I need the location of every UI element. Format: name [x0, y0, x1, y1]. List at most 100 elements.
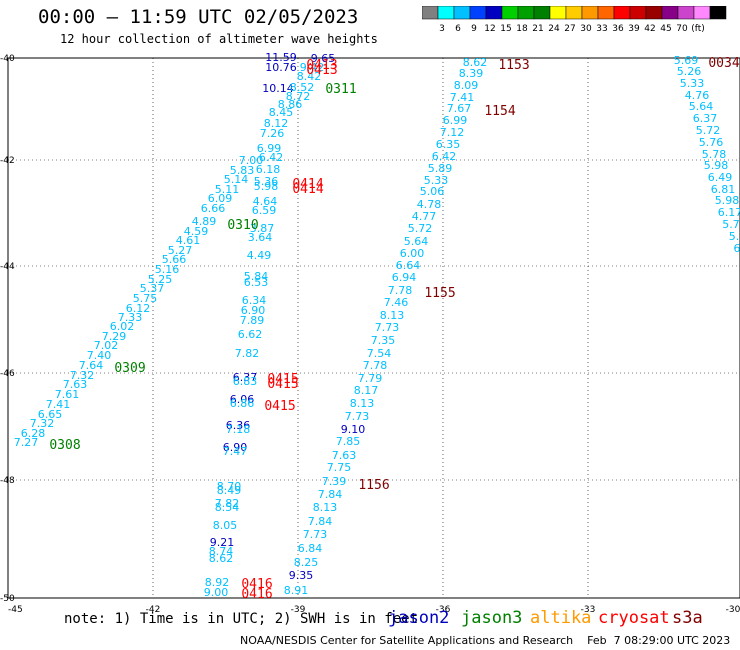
- colorbar-label: 45: [660, 24, 671, 34]
- swh-value-label: 6.06: [230, 393, 255, 406]
- swh-value-label: 9.21: [210, 536, 235, 549]
- swh-value-label: 4.89: [192, 215, 217, 228]
- swh-value-label: 7.40: [87, 349, 112, 362]
- swh-value-label: 7.75: [327, 461, 352, 474]
- swh-value-label: 5.89: [428, 162, 453, 175]
- swh-value-label: 5.25: [148, 273, 173, 286]
- swh-value-label: 5.64: [689, 100, 714, 113]
- swh-value-label: 5.98: [254, 180, 279, 193]
- swh-value-label: 8.72: [286, 90, 311, 103]
- swh-value-label: 7.61: [55, 388, 80, 401]
- swh-value-label: 9.42: [300, 61, 325, 74]
- legend-jason3: jason3: [461, 608, 523, 628]
- swh-value-label: 8.12: [264, 117, 289, 130]
- swh-value-label: 6.90: [241, 304, 266, 317]
- swh-value-label: 6.81: [711, 183, 736, 196]
- colorbar-label: 12: [484, 24, 495, 34]
- swh-value-label: 5.64: [404, 235, 429, 248]
- latitude-label: -40: [0, 54, 15, 64]
- colorbar-label: 15: [500, 24, 511, 34]
- swh-value-label: 7.18: [226, 423, 251, 436]
- swh-value-label: 6.59: [252, 204, 277, 217]
- swh-value-label: 6.99: [443, 114, 468, 127]
- swh-value-label: 7.82: [215, 497, 240, 510]
- colorbar-label: 21: [532, 24, 543, 34]
- swh-value-label: 7.73: [303, 528, 328, 541]
- swh-value-label: 7.32: [70, 369, 95, 382]
- swh-value-label: 8.17: [354, 384, 379, 397]
- swh-value-label: 4.77: [412, 210, 437, 223]
- pass-time-label: 1153: [498, 58, 529, 73]
- swh-value-label: 9.65: [311, 52, 336, 65]
- colorbar-swatch: [709, 6, 727, 20]
- swh-value-label: 7.84: [318, 488, 343, 501]
- colorbar-label: 39: [628, 24, 640, 34]
- swh-value-label: 7.35: [371, 334, 396, 347]
- longitude-label: -36: [436, 605, 451, 615]
- swh-value-label: 7.63: [332, 449, 357, 462]
- swh-value-label: 7.78: [388, 284, 413, 297]
- swh-value-label: 7.29: [102, 330, 127, 343]
- swh-value-label: 5.75: [133, 292, 158, 305]
- swh-value-label: 5.26: [677, 65, 702, 78]
- swh-value-label: 7.82: [235, 347, 260, 360]
- swh-value-label: 4.76: [685, 89, 710, 102]
- latitude-label: -44: [0, 262, 15, 272]
- pass-time-label: 1156: [358, 478, 389, 493]
- pass-time-label: 0415: [267, 377, 298, 392]
- swh-value-label: 6.00: [400, 247, 425, 260]
- pass-time-label: 0414: [292, 177, 323, 192]
- swh-value-label: 8.62: [463, 56, 488, 69]
- swh-value-label: 7.54: [367, 347, 392, 360]
- pass-time-label: 0311: [325, 82, 356, 97]
- swh-value-label: 6.17: [718, 206, 740, 219]
- swh-value-label: 7.00: [239, 154, 264, 167]
- swh-value-label: 7.63: [63, 378, 88, 391]
- legend-jason2: jason2: [388, 608, 450, 628]
- swh-value-label: 6.65: [38, 408, 63, 421]
- swh-value-label: 7.67: [447, 102, 472, 115]
- colorbar-label: 6: [455, 24, 461, 34]
- swh-value-label: 6.12: [126, 302, 151, 315]
- pass-time-label: 0034: [708, 56, 739, 71]
- pass-time-label: 0415: [267, 372, 298, 387]
- swh-value-label: 10.14: [262, 82, 294, 95]
- swh-value-label: 3.87: [250, 222, 275, 235]
- swh-value-label: 7.32: [30, 417, 55, 430]
- swh-value-label: 9.00: [204, 586, 229, 599]
- swh-value-label: 8.49: [217, 484, 242, 497]
- swh-value-label: 5.69: [674, 54, 699, 67]
- colorbar-label: 18: [516, 24, 528, 34]
- pass-time-label: 0416: [241, 587, 272, 602]
- swh-value-label: 6.42: [432, 150, 457, 163]
- swh-value-label: 6.86: [230, 397, 255, 410]
- swh-value-label: 7.12: [440, 126, 465, 139]
- pass-time-label: 0308: [49, 438, 80, 453]
- swh-value-label: 7.73: [345, 410, 370, 423]
- legend-s3a: s3a: [672, 608, 703, 628]
- swh-value-label: 7.46: [384, 296, 409, 309]
- swh-value-label: 6: [734, 242, 740, 255]
- swh-value-label: 8.09: [454, 79, 479, 92]
- legend-altika: altika: [530, 608, 592, 628]
- colorbar-label: 33: [596, 24, 607, 34]
- swh-value-label: 5.76: [699, 136, 724, 149]
- swh-value-label: 8.13: [350, 397, 375, 410]
- swh-value-label: 6.09: [208, 192, 233, 205]
- swh-value-label: 6.37: [233, 371, 258, 384]
- swh-value-label: 7.47: [223, 445, 248, 458]
- colorbar-label: (ft): [691, 24, 705, 34]
- swh-value-label: 5.16: [155, 263, 180, 276]
- swh-value-label: 8.52: [290, 81, 315, 94]
- swh-value-label: 7.02: [94, 339, 119, 352]
- swh-value-label: 5.72: [408, 222, 433, 235]
- swh-value-label: 7.33: [118, 311, 143, 324]
- swh-value-label: 7.41: [450, 91, 475, 104]
- swh-value-label: 6.34: [242, 294, 267, 307]
- swh-value-label: 8.70: [217, 480, 242, 493]
- swh-value-label: 6.62: [238, 328, 263, 341]
- swh-value-label: 8.91: [284, 584, 309, 597]
- swh-value-label: 6.83: [233, 375, 258, 388]
- swh-value-label: 6.99: [257, 142, 282, 155]
